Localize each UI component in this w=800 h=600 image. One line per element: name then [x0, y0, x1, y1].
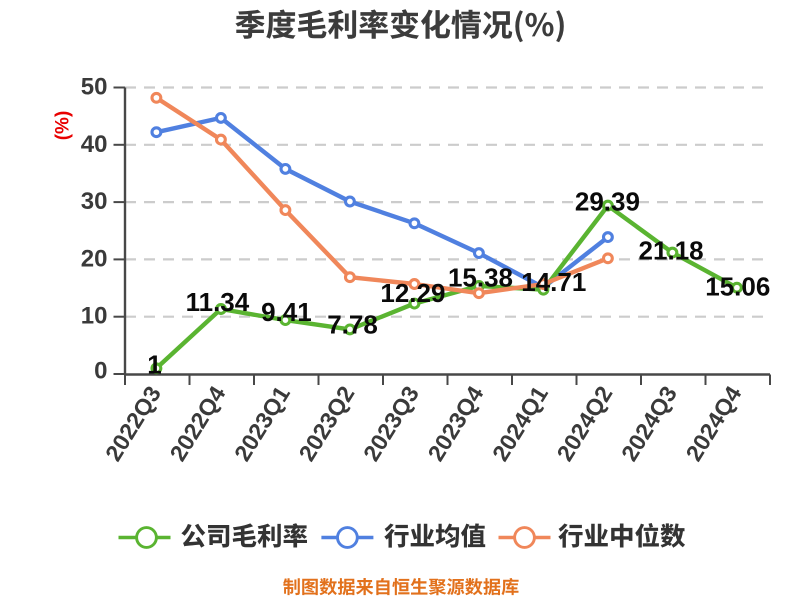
svg-text:7.78: 7.78: [327, 309, 378, 339]
svg-text:9.41: 9.41: [261, 297, 312, 327]
svg-text:1: 1: [147, 350, 161, 380]
svg-text:10: 10: [81, 303, 108, 330]
svg-text:20: 20: [81, 245, 108, 272]
svg-text:50: 50: [81, 74, 108, 101]
svg-text:14.71: 14.71: [521, 267, 586, 297]
svg-text:0: 0: [94, 358, 107, 385]
svg-text:15.06: 15.06: [705, 271, 770, 301]
svg-text:(%): (%): [53, 111, 74, 141]
svg-text:15.38: 15.38: [448, 263, 513, 293]
svg-text:29.39: 29.39: [575, 187, 640, 217]
svg-text:30: 30: [81, 188, 108, 215]
svg-text:11.34: 11.34: [186, 287, 250, 317]
svg-text:12.29: 12.29: [380, 278, 445, 308]
svg-text:21.18: 21.18: [639, 235, 704, 265]
svg-text:40: 40: [81, 131, 108, 158]
